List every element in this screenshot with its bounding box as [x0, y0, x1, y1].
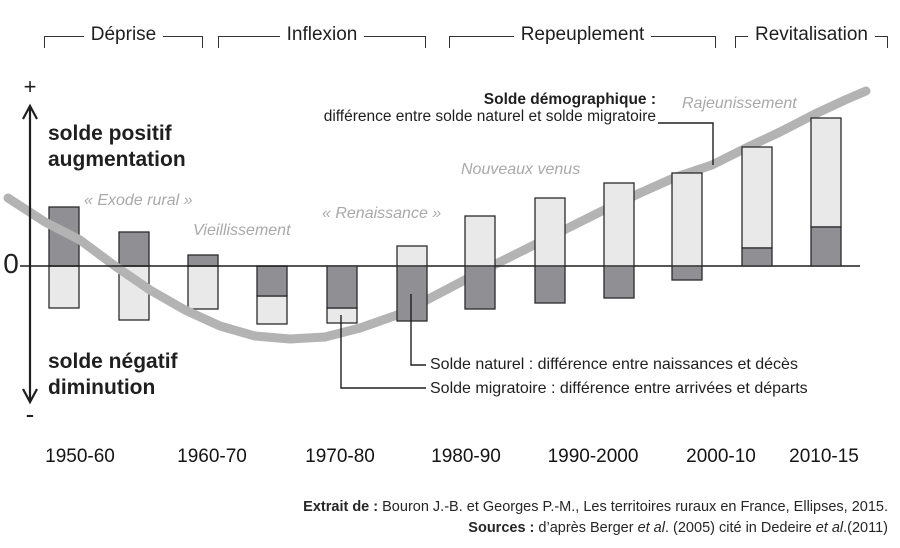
bracket-right-corner [194, 36, 204, 48]
bracket-line [744, 36, 748, 37]
bar-migratoire-segment [326, 307, 358, 324]
bracket-left-corner [44, 36, 53, 48]
x-axis-label: 1960-70 [177, 446, 247, 467]
bracket-left-corner [735, 36, 744, 48]
credits-line1-text: Bouron J.-B. et Georges P.-M., Les terri… [378, 499, 888, 515]
bar-naturel-segment [187, 254, 219, 267]
y-axis-up-arrowhead [22, 103, 38, 120]
bar-migratoire-segment [810, 117, 842, 228]
bar-naturel-segment [396, 265, 428, 322]
x-axis-label: 1980-90 [431, 446, 501, 467]
phase-bracket: Repeuplement [449, 24, 716, 57]
x-axis-label: 1990-2000 [547, 446, 639, 467]
negative-balance-label: solde négatif diminution [48, 349, 178, 401]
bar-migratoire-segment [187, 265, 219, 310]
bracket-right-corner [417, 36, 426, 48]
bar-naturel-segment [534, 265, 566, 304]
demographic-balance-annotation-desc: différence entre solde naturel et solde … [323, 108, 656, 125]
bar-migratoire-segment [603, 182, 635, 267]
demographic-balance-leader-line [658, 122, 714, 165]
bar-naturel-segment [256, 265, 288, 297]
negative-balance-line2: diminution [48, 376, 156, 399]
phase-label: Déprise [90, 24, 157, 46]
credits-line1-label: Extrait de : [303, 499, 379, 515]
natural-balance-leader-line [410, 294, 426, 366]
negative-balance-line1: solde négatif [48, 350, 178, 373]
bracket-left-corner [218, 36, 227, 48]
context-label: Vieillissement [193, 222, 291, 239]
bracket-line [875, 36, 879, 37]
positive-balance-line1: solde positif [48, 122, 172, 145]
natural-balance-annotation: Solde naturel : différence entre naissan… [430, 356, 798, 373]
bracket-left-corner [449, 36, 458, 48]
bar-naturel-segment [464, 265, 496, 310]
bar-migratoire-segment [671, 172, 703, 267]
bracket-line [651, 36, 707, 37]
phase-bracket: Déprise [44, 24, 204, 57]
axis-plus-sign: + [23, 74, 37, 99]
bracket-line [53, 36, 84, 37]
bar-migratoire-segment [741, 146, 773, 249]
context-label: Nouveaux venus [461, 161, 581, 178]
phase-bracket: Inflexion [218, 24, 426, 57]
bracket-line [227, 36, 280, 37]
x-axis-label: 2010-15 [789, 446, 859, 467]
context-label: « Exode rural » [84, 192, 193, 209]
bar-naturel-segment [603, 265, 635, 299]
phase-label: Revitalisation [755, 24, 868, 46]
bar-migratoire-segment [48, 265, 80, 309]
credits-line1: Extrait de : Bouron J.-B. et Georges P.-… [303, 497, 888, 518]
axis-zero-label: 0 [3, 248, 19, 279]
context-label: Rajeunissement [682, 95, 797, 112]
credits-line2-label: Sources : [468, 520, 535, 536]
bracket-line [458, 36, 514, 37]
bar-migratoire-segment [534, 197, 566, 267]
bracket-line [364, 36, 417, 37]
bar-migratoire-segment [396, 245, 428, 267]
bar-naturel-segment [118, 231, 150, 267]
x-axis-label: 2000-10 [686, 446, 756, 467]
bar-migratoire-segment [464, 215, 496, 267]
bracket-right-corner [707, 36, 716, 48]
bar-naturel-segment [326, 265, 358, 309]
bar-migratoire-segment [256, 295, 288, 325]
demographic-balance-annotation-title: Solde démographique : [483, 91, 656, 108]
positive-balance-line2: augmentation [48, 148, 186, 171]
phase-bracket: Revitalisation [735, 24, 888, 57]
demographic-balance-annotation: Solde démographique : différence entre s… [324, 91, 656, 125]
bracket-line [163, 36, 195, 37]
phase-label: Inflexion [286, 24, 358, 46]
bracket-right-corner [879, 36, 888, 48]
migratory-balance-annotation: Solde migratoire : différence entre arri… [430, 380, 808, 397]
phase-label: Repeuplement [520, 24, 645, 46]
bar-naturel-segment [741, 247, 773, 267]
credits-line2: Sources : d’après Berger et al. (2005) c… [468, 520, 888, 536]
x-axis-label: 1950-60 [45, 446, 115, 467]
bar-naturel-segment [671, 265, 703, 281]
bar-naturel-segment [810, 226, 842, 267]
y-axis-down-arrowhead [22, 388, 38, 405]
migratory-balance-leader-line [340, 315, 426, 389]
axis-minus-sign: - [25, 399, 35, 429]
positive-balance-label: solde positif augmentation [48, 121, 186, 173]
credits: Extrait de : Bouron J.-B. et Georges P.-… [303, 497, 888, 539]
x-axis-label: 1970-80 [305, 446, 375, 467]
context-label: « Renaissance » [322, 205, 442, 222]
